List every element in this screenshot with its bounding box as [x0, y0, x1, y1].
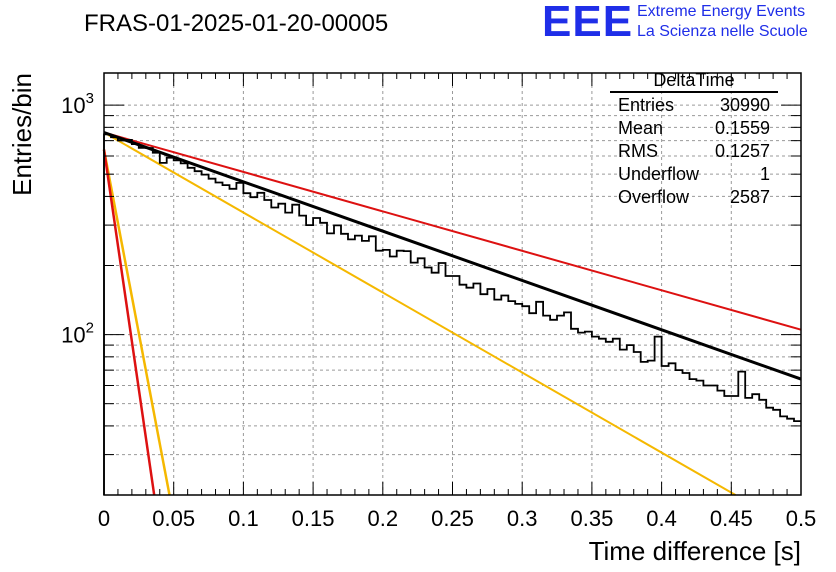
curve-orange-fast: [102, 149, 171, 496]
curve-fit: [103, 131, 802, 381]
stats-value: 1: [759, 164, 770, 184]
x-tick-label: 0.2: [368, 506, 399, 531]
stats-label: Entries: [618, 95, 675, 115]
x-tick-label: 0.05: [152, 506, 195, 531]
x-tick-label: 0.4: [646, 506, 677, 531]
x-tick-label: 0.5: [786, 506, 817, 531]
stats-row-mean: Mean 0.1559: [610, 117, 778, 140]
curves: [102, 131, 802, 496]
x-axis-label: Time difference [s]: [589, 536, 801, 566]
stats-row-entries: Entries 30990: [610, 94, 778, 117]
x-tick-label: 0.15: [292, 506, 335, 531]
stats-row-overflow: Overflow 2587: [610, 186, 778, 209]
stats-label: Overflow: [618, 187, 690, 207]
stats-row-rms: RMS 0.1257: [610, 140, 778, 163]
x-tick-label: 0.45: [710, 506, 753, 531]
y-tick-label: 103: [61, 90, 94, 118]
stats-title: DeltaTime: [653, 70, 735, 90]
histogram-bins: [103, 133, 801, 495]
stats-value: 2587: [729, 187, 770, 207]
curve-red-fast: [102, 149, 156, 496]
x-tick-label: 0: [98, 506, 110, 531]
stats-value: 0.1257: [714, 141, 770, 161]
y-tick-label: 102: [61, 320, 94, 348]
histogram-title: FRAS-01-2025-01-20-00005: [84, 10, 389, 37]
stats-value: 0.1559: [714, 118, 770, 138]
stats-label: RMS: [618, 141, 658, 161]
x-tick-label: 0.35: [570, 506, 613, 531]
stats-row-underflow: Underflow 1: [610, 163, 778, 186]
eee-logo: EEE: [542, 0, 634, 46]
stats-label: Underflow: [618, 164, 700, 184]
curve-orange-slow: [103, 131, 736, 496]
curve-red-slow: [103, 131, 802, 331]
x-tick-label: 0.25: [431, 506, 474, 531]
x-tick-label: 0.1: [228, 506, 259, 531]
y-axis-label: Entries/bin: [7, 73, 37, 196]
ticks: 0 0.05 0.1 0.15 0.2 0.25 0.3 0.35 0.4 0.45 0.5 102 1…: [61, 73, 816, 531]
stats-box: DeltaTime Entries 30990 Mean 0.1559 RMS …: [610, 70, 778, 209]
eee-tagline-1: Extreme Energy Events: [637, 3, 806, 20]
stats-value: 30990: [719, 95, 770, 115]
stats-label: Mean: [618, 118, 664, 138]
eee-tagline-2: La Scienza nelle Scuole: [637, 23, 808, 40]
x-tick-label: 0.3: [507, 506, 538, 531]
stats-divider: [610, 91, 778, 93]
